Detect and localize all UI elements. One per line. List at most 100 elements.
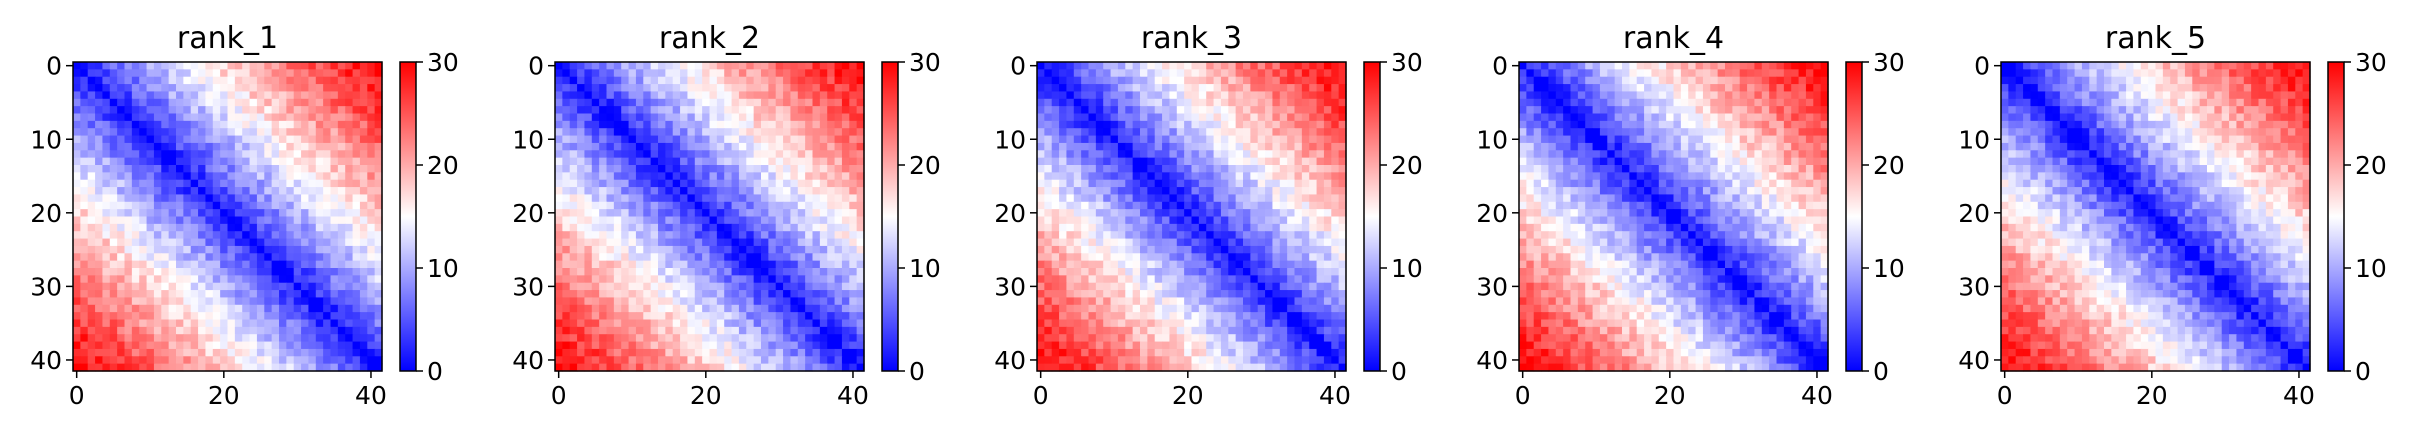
heatmap-cell <box>330 84 339 93</box>
heatmap-cell <box>805 348 814 357</box>
heatmap-cell <box>1213 165 1222 173</box>
heatmap-cell <box>1213 194 1222 203</box>
heatmap-cell <box>212 319 221 328</box>
heatmap-cell <box>1323 165 1332 173</box>
heatmap-cell <box>359 187 368 196</box>
heatmap-cell <box>665 187 674 196</box>
heatmap-cell <box>345 98 354 107</box>
heatmap-cell <box>1191 179 1200 188</box>
heatmap-cell <box>591 179 600 188</box>
heatmap-cell <box>1154 135 1163 144</box>
heatmap-cell <box>761 98 769 107</box>
heatmap-cell <box>1191 216 1200 225</box>
heatmap-cell <box>1235 69 1244 78</box>
heatmap-cell <box>315 76 324 85</box>
heatmap-cell <box>1073 113 1082 122</box>
heatmap-cell <box>1140 172 1148 181</box>
heatmap-cell <box>95 157 104 166</box>
heatmap-cell <box>146 194 155 203</box>
heatmap-cell <box>628 135 637 144</box>
heatmap-cell <box>790 245 799 254</box>
heatmap-cell <box>1154 187 1163 196</box>
heatmap-cell <box>1162 142 1171 151</box>
heatmap-cell <box>783 348 792 357</box>
heatmap-cell <box>1228 201 1237 210</box>
heatmap-cell <box>234 268 243 276</box>
heatmap-cell <box>849 201 858 210</box>
heatmap-cell <box>109 150 118 159</box>
heatmap-cell <box>1338 69 1347 78</box>
heatmap-cell <box>827 135 836 144</box>
heatmap-cell <box>146 135 155 144</box>
heatmap-cell <box>1272 98 1281 107</box>
heatmap-cell <box>577 245 586 254</box>
heatmap-cell <box>374 356 383 365</box>
heatmap-cell <box>797 150 806 159</box>
heatmap-cell <box>330 62 339 70</box>
heatmap-cell <box>768 231 777 240</box>
heatmap-cell <box>1117 106 1126 115</box>
heatmap-cell <box>635 76 644 85</box>
heatmap-cell <box>1316 120 1325 129</box>
heatmap-cell <box>797 231 806 240</box>
heatmap-cell <box>834 209 843 218</box>
heatmap-cell <box>599 260 608 269</box>
heatmap-cell <box>345 69 354 78</box>
heatmap-cell <box>1125 172 1134 181</box>
heatmap-cell <box>1147 128 1156 137</box>
heatmap-cell <box>819 135 828 144</box>
heatmap-cell <box>827 231 836 240</box>
heatmap-cell <box>176 334 184 343</box>
heatmap-cell <box>1309 282 1318 291</box>
heatmap-cell <box>1110 253 1119 262</box>
heatmap-cell <box>234 194 243 203</box>
heatmap-cell <box>198 62 207 70</box>
heatmap-cell <box>643 223 652 232</box>
heatmap-cell <box>367 326 376 335</box>
heatmap-cell <box>738 312 747 321</box>
heatmap-cell <box>606 76 615 85</box>
heatmap-cell <box>271 142 280 151</box>
heatmap-cell <box>153 216 162 225</box>
heatmap-cell <box>805 135 814 144</box>
heatmap-cell <box>1081 91 1090 100</box>
heatmap-cell <box>352 98 361 107</box>
heatmap-cell <box>271 187 280 196</box>
heatmap-cell <box>1213 135 1222 144</box>
heatmap-cell <box>849 209 858 218</box>
heatmap-cell <box>672 326 681 335</box>
heatmap-cell <box>738 319 747 328</box>
heatmap-cell <box>146 120 155 129</box>
heatmap-cell <box>643 69 652 78</box>
heatmap-cell <box>577 150 586 159</box>
heatmap-cell <box>249 275 258 284</box>
heatmap-cell <box>841 91 850 100</box>
heatmap-cell <box>1117 98 1126 107</box>
heatmap-cell <box>242 268 251 276</box>
heatmap-cell <box>1191 157 1200 166</box>
heatmap-cell <box>1257 231 1266 240</box>
heatmap-cell <box>724 260 733 269</box>
heatmap-cell <box>1316 216 1325 225</box>
heatmap-cell <box>323 290 332 299</box>
heatmap-cell <box>783 165 792 173</box>
heatmap-cell <box>1037 187 1045 196</box>
heatmap-cell <box>1220 157 1229 166</box>
heatmap-cell <box>330 179 339 188</box>
heatmap-cell <box>73 62 81 70</box>
heatmap-cell <box>308 297 317 306</box>
heatmap-cell <box>205 194 214 203</box>
heatmap-cell <box>293 341 302 350</box>
heatmap-cell <box>234 223 243 232</box>
heatmap-cell <box>308 216 317 225</box>
heatmap-cell <box>731 348 740 357</box>
heatmap-cell <box>73 319 81 328</box>
heatmap-cell <box>775 223 784 232</box>
heatmap-cell <box>183 91 192 100</box>
heatmap-cell <box>768 69 777 78</box>
heatmap-cell <box>1279 62 1288 70</box>
heatmap-cell <box>286 209 295 218</box>
heatmap-cell <box>1243 275 1251 284</box>
heatmap-cell <box>205 290 214 299</box>
heatmap-cell <box>819 319 828 328</box>
